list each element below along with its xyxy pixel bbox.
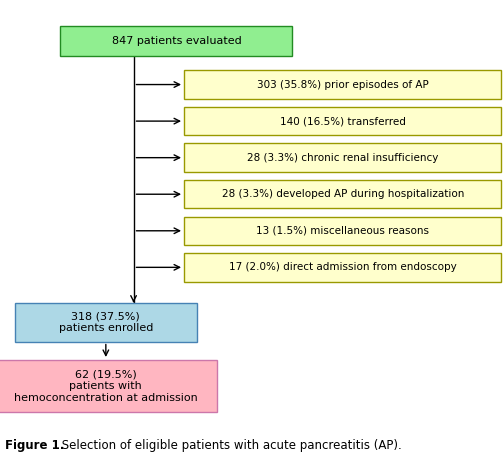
- FancyBboxPatch shape: [184, 70, 501, 99]
- FancyBboxPatch shape: [60, 26, 292, 56]
- FancyBboxPatch shape: [184, 217, 501, 245]
- Text: 303 (35.8%) prior episodes of AP: 303 (35.8%) prior episodes of AP: [257, 80, 428, 90]
- Text: 62 (19.5%)
patients with
hemoconcentration at admission: 62 (19.5%) patients with hemoconcentrati…: [14, 370, 198, 403]
- FancyBboxPatch shape: [184, 143, 501, 172]
- Text: 28 (3.3%) developed AP during hospitalization: 28 (3.3%) developed AP during hospitaliz…: [222, 189, 464, 199]
- Text: 28 (3.3%) chronic renal insufficiency: 28 (3.3%) chronic renal insufficiency: [247, 153, 438, 163]
- Text: Figure 1.: Figure 1.: [5, 439, 65, 452]
- FancyBboxPatch shape: [15, 303, 197, 342]
- Text: 17 (2.0%) direct admission from endoscopy: 17 (2.0%) direct admission from endoscop…: [229, 262, 457, 272]
- FancyBboxPatch shape: [184, 253, 501, 282]
- Text: 318 (37.5%)
patients enrolled: 318 (37.5%) patients enrolled: [58, 311, 153, 333]
- FancyBboxPatch shape: [184, 107, 501, 135]
- Text: 847 patients evaluated: 847 patients evaluated: [111, 36, 241, 46]
- Text: 140 (16.5%) transferred: 140 (16.5%) transferred: [280, 116, 406, 126]
- FancyBboxPatch shape: [184, 180, 501, 208]
- FancyBboxPatch shape: [0, 360, 217, 412]
- Text: Selection of eligible patients with acute pancreatitis (AP).: Selection of eligible patients with acut…: [58, 439, 402, 452]
- Text: 13 (1.5%) miscellaneous reasons: 13 (1.5%) miscellaneous reasons: [256, 226, 429, 236]
